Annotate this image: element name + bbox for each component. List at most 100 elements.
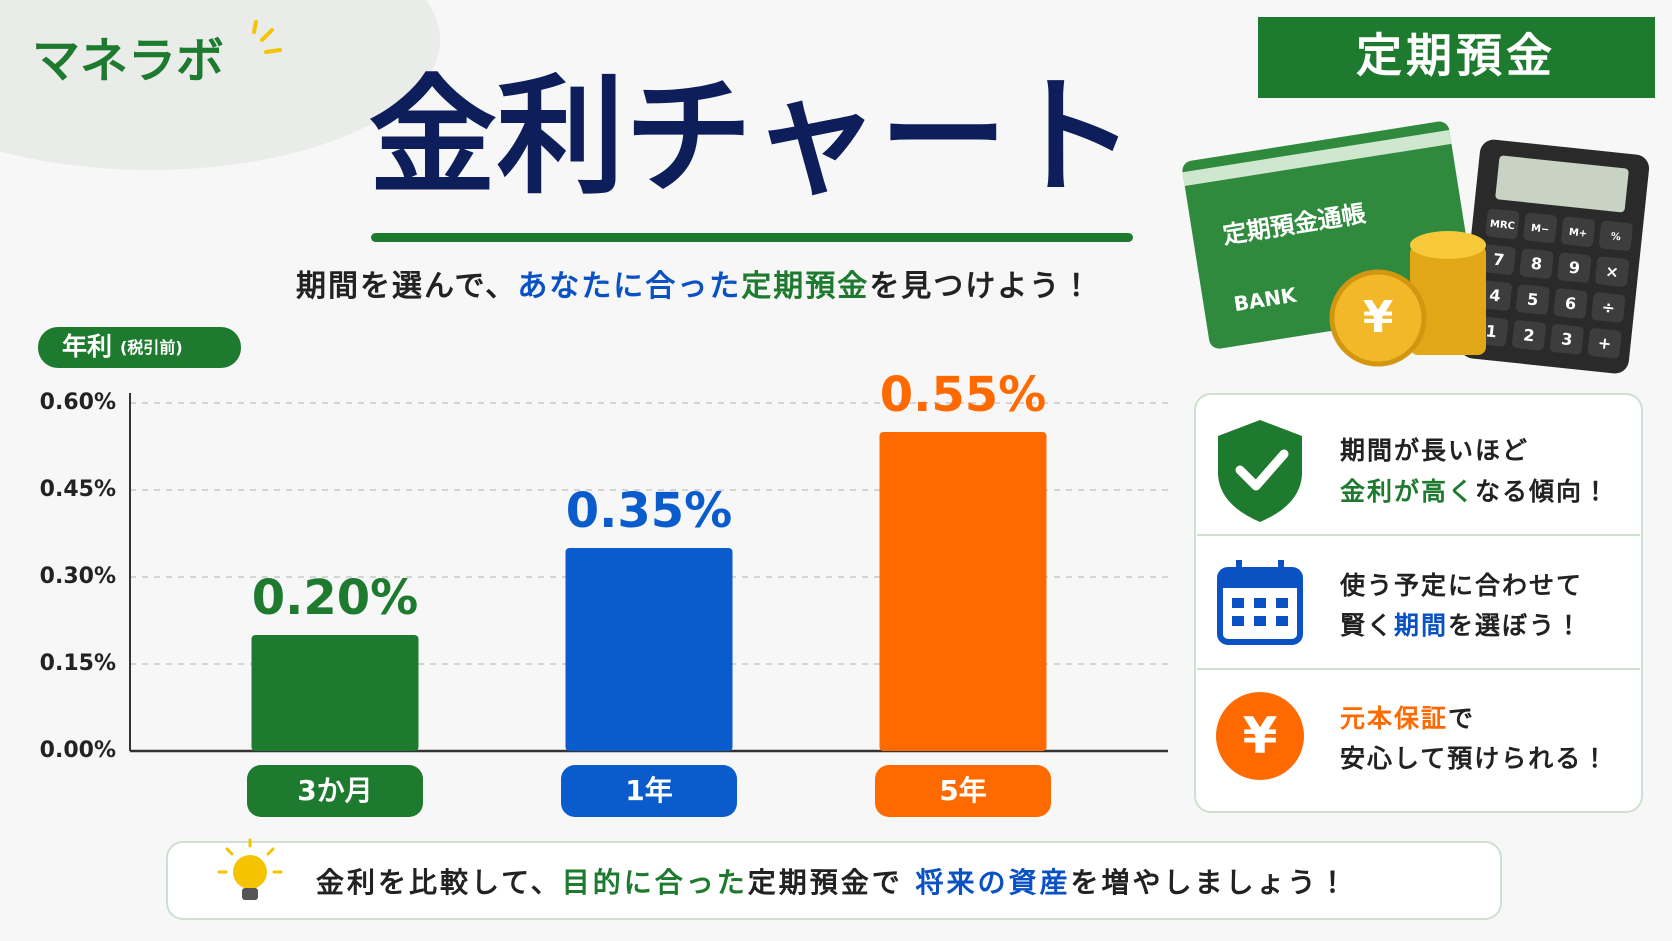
value-label: 0.35%: [566, 483, 733, 539]
category-pill: [561, 765, 737, 817]
y-tick-label: 0.15%: [40, 651, 116, 676]
bar: [879, 432, 1047, 751]
bar: [565, 548, 733, 751]
tip-part: を選ぼう！: [1448, 611, 1583, 640]
calculator-key: [1553, 288, 1588, 319]
subtitle: 期間を選んで、あなたに合った定期預金を見つけよう！: [296, 269, 1093, 304]
tip-part: 安心して預けられる！: [1340, 744, 1609, 773]
tip-line: 安心して預けられる！: [1340, 744, 1609, 773]
calculator-key: [1519, 248, 1554, 279]
tip-part: なる傾向！: [1475, 477, 1610, 506]
y-label-pill: [38, 327, 241, 368]
calculator-keys: MRC M− M+ % 7 8 9 × 4 5 6 ÷ 1 2 3 +: [1474, 208, 1633, 359]
calculator-key-label: 2: [1522, 325, 1535, 345]
x-tick-label: 3か月: [297, 774, 372, 807]
tip-part: 期間が長いほど: [1340, 436, 1529, 465]
footer-part: を増やしましょう！: [1071, 866, 1350, 899]
tip-part: 金利が高く: [1340, 477, 1475, 506]
footer-banner: [166, 841, 1502, 920]
tip-line: 期間が長いほど: [1340, 436, 1529, 465]
calculator-key-label: 8: [1530, 254, 1543, 274]
x-tick-label: 1年: [625, 774, 672, 807]
calculator-key: [1591, 292, 1626, 323]
category-pill: [247, 765, 423, 817]
calculator-key: [1481, 244, 1516, 275]
calculator-key: [1599, 220, 1633, 251]
subtitle-part: を見つけよう！: [869, 269, 1093, 304]
bar-chart: 0.00% 0.15% 0.30% 0.45% 0.60% 0.20% 3か月 0.35% 1年…: [40, 367, 1168, 817]
value-label: 0.55%: [880, 367, 1047, 423]
footer-part: 定期預金で: [748, 866, 916, 899]
tip-part: 元本保証: [1340, 704, 1448, 733]
shield-icon: [1218, 420, 1302, 522]
calculator-key-label: 7: [1492, 250, 1505, 270]
y-tick-label: 0.00%: [40, 738, 116, 763]
calculator-key-label: 3: [1560, 329, 1573, 349]
calculator-display: [1495, 155, 1629, 213]
badge: 定期預金: [1356, 29, 1556, 83]
calculator-key-label: MRC: [1489, 219, 1515, 233]
y-tick-label: 0.30%: [40, 564, 116, 589]
yen-icon-symbol: ¥: [1243, 707, 1278, 765]
calculator-key: [1595, 256, 1630, 287]
calendar-icon: [1217, 560, 1303, 645]
tip-line: 賢く期間を選ぼう！: [1340, 611, 1583, 640]
calculator-key: [1557, 252, 1592, 283]
calculator-key-label: 1: [1485, 321, 1498, 341]
calculator-key: [1549, 324, 1584, 355]
coin-symbol: ¥: [1363, 292, 1394, 343]
subtitle-part: 定期預金: [741, 269, 869, 304]
calculator-key: [1512, 320, 1546, 351]
value-label: 0.20%: [252, 570, 419, 626]
calculator-key-label: 5: [1526, 289, 1539, 309]
tip-line: 金利が高くなる傾向！: [1340, 477, 1610, 506]
subtitle-part: あなたに合った: [517, 269, 741, 304]
calculator-key: [1485, 208, 1520, 240]
footer-part: 将来の資産: [916, 866, 1071, 899]
subtitle-part: 期間を選んで、: [296, 269, 517, 304]
brand-spark: [252, 20, 282, 54]
footer-part: 目的に合った: [562, 866, 748, 899]
y-label-main: 年利: [62, 332, 112, 361]
bar: [251, 635, 419, 751]
calculator-key-label: M+: [1568, 227, 1587, 240]
calculator-key: [1587, 328, 1622, 359]
brand: マネラボ: [32, 33, 224, 89]
tips-panel: [1194, 393, 1643, 813]
main-title: 金利チャート: [369, 63, 1136, 212]
calculator-key-label: M−: [1530, 223, 1549, 236]
tip-part: で: [1448, 704, 1475, 733]
calculator-key-label: 6: [1564, 293, 1577, 313]
calculator-key-label: +: [1597, 333, 1612, 353]
badge-box: [1258, 17, 1655, 98]
tip-part: 期間: [1394, 611, 1448, 640]
calculator-key-label: ×: [1604, 262, 1619, 282]
calculator: MRC M− M+ % 7 8 9 × 4 5 6 ÷ 1 2 3 +: [1459, 139, 1650, 374]
category-pill: [875, 765, 1051, 817]
calculator-key-label: ÷: [1601, 297, 1616, 317]
footer-part: 金利を比較して、: [316, 866, 562, 899]
y-label: 年利 (税引前): [62, 332, 183, 361]
calculator-key: [1478, 280, 1512, 311]
yen-icon: [1216, 692, 1304, 780]
y-label-note: (税引前): [120, 338, 183, 357]
x-tick-label: 5年: [939, 774, 986, 807]
y-tick-label: 0.60%: [40, 390, 116, 415]
tip-line: 元本保証で: [1340, 704, 1475, 733]
y-tick-label: 0.45%: [40, 477, 116, 502]
bulb-icon: [217, 838, 283, 900]
tip-part: 賢く: [1340, 611, 1394, 640]
calculator-key: [1523, 212, 1558, 244]
passbook-stripe: [1182, 129, 1452, 187]
title-underline: [371, 233, 1133, 242]
calculator-key-label: 9: [1568, 258, 1581, 278]
tip-line: 使う予定に合わせて: [1339, 571, 1583, 600]
footer-text: 金利を比較して、目的に合った定期預金で 将来の資産を増やしましょう！: [316, 866, 1350, 899]
calculator-key-label: %: [1610, 231, 1621, 243]
corner-blob: [0, 0, 440, 170]
coins: ¥: [1329, 231, 1486, 367]
calculator-key-label: 4: [1488, 286, 1501, 306]
calculator-key: [1561, 216, 1595, 247]
